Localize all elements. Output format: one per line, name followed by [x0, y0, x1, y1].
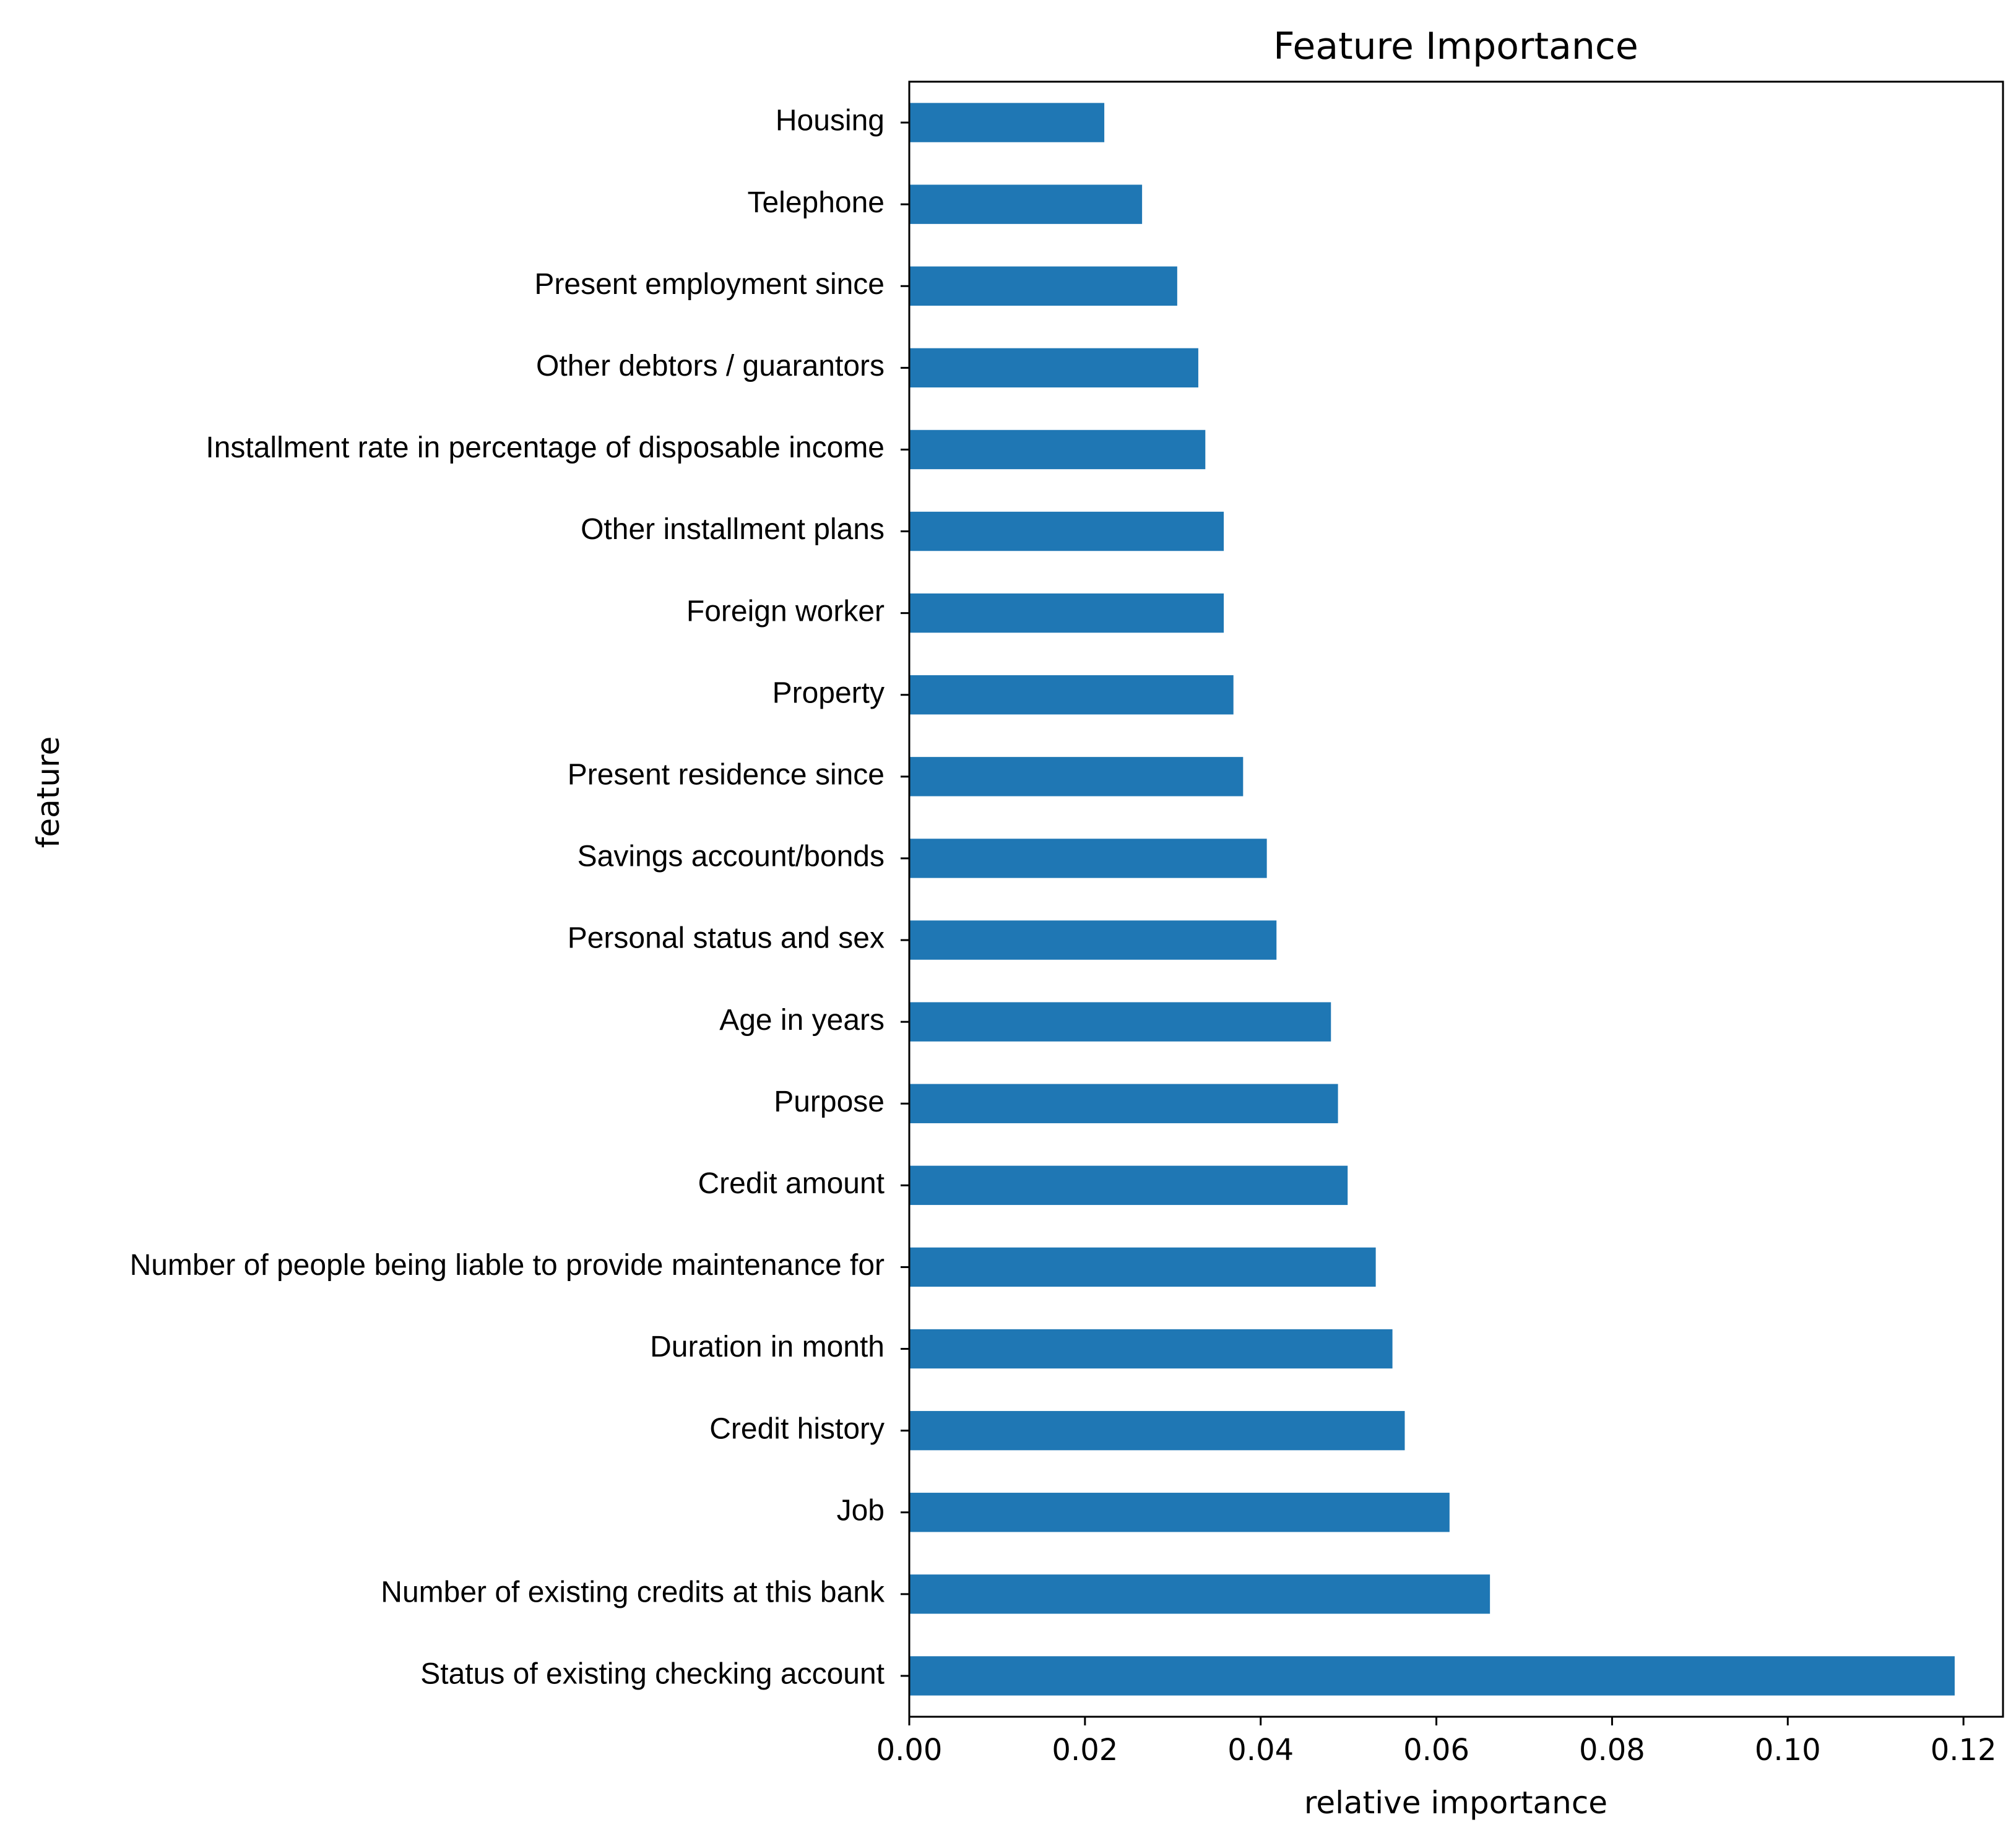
x-tick-label: 0.02: [1052, 1733, 1118, 1767]
bar-job: [909, 1493, 1450, 1532]
category-label: Other debtors / guarantors: [536, 350, 885, 382]
bar-installment-rate-in-percentage-of-disposable-income: [909, 429, 1206, 470]
category-label: Present employment since: [534, 268, 885, 301]
category-label: Duration in month: [650, 1331, 885, 1363]
chart-title: Feature Importance: [1273, 25, 1638, 68]
bar-status-of-existing-checking-account: [909, 1656, 1955, 1696]
category-label: Savings account/bonds: [578, 840, 885, 873]
y-axis-label: feature: [30, 736, 66, 848]
bar-telephone: [909, 184, 1143, 224]
bar-duration-in-month: [909, 1329, 1393, 1369]
bar-other-debtors-guarantors: [909, 348, 1198, 388]
bar-personal-status-and-sex: [909, 920, 1277, 960]
category-label: Credit amount: [698, 1167, 885, 1200]
category-label: Status of existing checking account: [420, 1658, 885, 1691]
x-tick-label: 0.12: [1931, 1733, 1997, 1767]
bar-number-of-people-being-liable-to-provide-maintenance-for: [909, 1247, 1376, 1287]
category-label: Telephone: [747, 186, 885, 219]
category-label: Installment rate in percentage of dispos…: [205, 431, 885, 464]
x-tick-label: 0.08: [1579, 1733, 1645, 1767]
category-label: Property: [772, 676, 885, 709]
category-label: Number of people being liable to provide…: [130, 1249, 885, 1282]
bar-other-installment-plans: [909, 511, 1224, 551]
x-axis-label: relative importance: [1304, 1785, 1607, 1821]
category-label: Housing: [776, 105, 885, 137]
x-tick-label: 0.04: [1227, 1733, 1294, 1767]
category-label: Foreign worker: [686, 595, 885, 628]
bar-number-of-existing-credits-at-this-bank: [909, 1574, 1490, 1614]
bar-credit-history: [909, 1410, 1405, 1451]
x-tick-label: 0.00: [876, 1733, 943, 1767]
bar-present-residence-since: [909, 757, 1244, 796]
bar-credit-amount: [909, 1165, 1348, 1206]
category-label: Purpose: [774, 1085, 885, 1118]
category-label: Present residence since: [568, 759, 885, 792]
plot-area-frame: [908, 80, 2004, 1718]
category-labels: Housing Telephone Present employment since…: [130, 105, 909, 1691]
bar-savings-account-bonds: [909, 839, 1267, 878]
x-tick-label: 0.06: [1403, 1733, 1469, 1767]
category-label: Other installment plans: [581, 513, 885, 546]
bar-age-in-years: [909, 1002, 1331, 1042]
bar-property: [909, 675, 1234, 715]
category-label: Personal status and sex: [568, 922, 885, 955]
bar-foreign-worker: [909, 593, 1224, 633]
category-label: Age in years: [719, 1004, 885, 1037]
bar-purpose: [909, 1084, 1338, 1123]
bar-group: [909, 103, 1955, 1696]
bar-present-employment-since: [909, 266, 1177, 306]
category-label: Number of existing credits at this bank: [381, 1576, 885, 1609]
bar-housing: [909, 103, 1105, 142]
category-label: Job: [837, 1494, 885, 1527]
category-label: Credit history: [709, 1412, 885, 1445]
x-axis-ticks: 0.00 0.02 0.04 0.06 0.08 0.10 0.12: [876, 1717, 1997, 1767]
x-tick-label: 0.10: [1755, 1733, 1821, 1767]
